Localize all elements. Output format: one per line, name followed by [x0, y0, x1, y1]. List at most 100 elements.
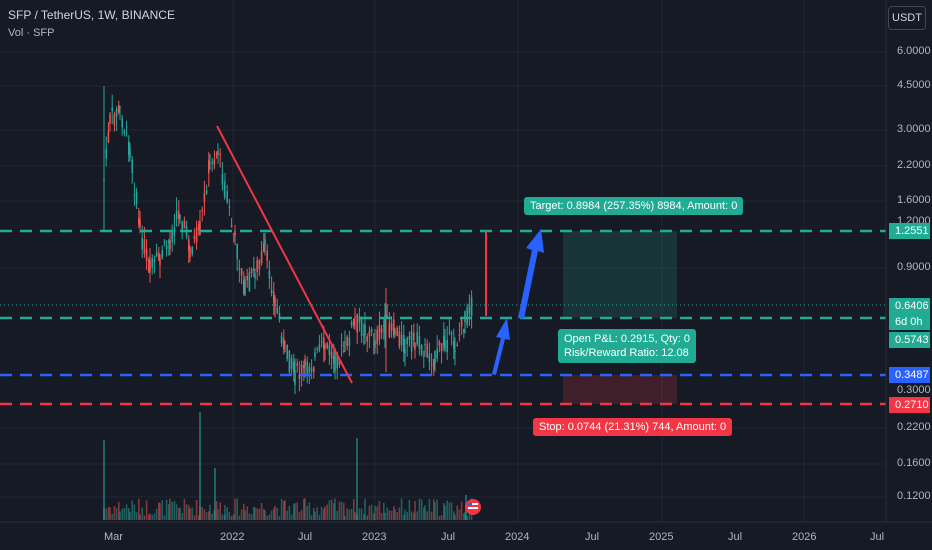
candle-body	[458, 334, 461, 336]
volume-bar	[121, 508, 123, 520]
volume-bar	[423, 507, 425, 520]
candle-body	[155, 252, 158, 257]
volume-bar	[244, 510, 246, 520]
volume-bar	[328, 500, 331, 520]
volume-bar	[458, 509, 461, 520]
volume-bar	[294, 503, 296, 520]
volume-bar	[370, 504, 373, 520]
volume-bar	[238, 515, 241, 520]
volume-bar	[330, 499, 333, 520]
volume-bar	[360, 508, 363, 520]
candle-body	[394, 330, 396, 334]
y-tick: 3.0000	[897, 123, 931, 135]
volume-bar	[158, 502, 160, 520]
stop-label[interactable]: Stop: 0.0744 (21.31%) 744, Amount: 0	[533, 418, 733, 436]
candle-body	[244, 279, 246, 295]
volume-bar	[115, 507, 118, 520]
volume-bar	[380, 512, 383, 520]
candle-body	[246, 275, 248, 281]
volume-bar	[378, 501, 381, 520]
arrow-icon[interactable]	[492, 229, 544, 375]
volume-bar	[111, 513, 113, 520]
candle-body	[318, 344, 321, 350]
symbol-title[interactable]: SFP / TetherUS, 1W, BINANCE	[8, 8, 175, 22]
candle-body	[143, 239, 146, 255]
volume-bar	[403, 514, 405, 520]
x-tick: Jul	[585, 531, 600, 543]
volume-bar	[466, 515, 468, 520]
candle-body	[316, 348, 318, 350]
y-tick: 2.2000	[897, 159, 931, 171]
candle-body	[128, 141, 130, 156]
volume-bar	[454, 514, 456, 520]
candle-body	[450, 332, 453, 335]
y-tick: 0.3000	[897, 384, 931, 396]
volume-bar	[376, 506, 378, 520]
candle-body	[273, 291, 275, 303]
target-zone[interactable]	[563, 231, 677, 318]
volume-bar	[400, 498, 403, 520]
volume-indicator-label[interactable]: Vol · SFP	[8, 27, 55, 39]
currency-button[interactable]: USDT	[888, 6, 926, 30]
volume-bar	[224, 504, 226, 520]
volume-bar	[334, 498, 336, 520]
volume-bar	[430, 511, 433, 520]
volume-bar	[300, 509, 303, 520]
candle-body	[300, 364, 303, 376]
volume-bar	[436, 499, 438, 520]
volume-bar	[410, 511, 413, 520]
volume-bar	[163, 515, 166, 520]
candle-body	[456, 344, 458, 346]
candle-body	[195, 227, 198, 243]
volume-bar	[338, 501, 341, 520]
candle-body	[433, 359, 435, 370]
volume-bar	[165, 499, 168, 520]
candle-body	[378, 324, 381, 340]
volume-bar	[438, 515, 441, 520]
candle-body	[418, 335, 421, 349]
candle-body	[340, 345, 343, 347]
candle-body	[370, 329, 373, 333]
x-tick: 2026	[792, 531, 817, 543]
candle-body	[123, 130, 126, 134]
volume-bar	[139, 514, 141, 520]
candle-body	[313, 367, 315, 373]
volume-bar	[314, 511, 316, 520]
volume-bar	[320, 506, 323, 520]
pnl-label-box[interactable]: Open P&L: 0.2915, Qty: 0 Risk/Reward Rat…	[558, 329, 696, 363]
volume-bar	[303, 498, 305, 520]
volume-bar	[340, 501, 343, 520]
y-tick: 1.6000	[897, 194, 931, 206]
candle-body	[181, 222, 183, 230]
volume-bar	[324, 506, 326, 520]
trendline[interactable]	[216, 125, 353, 384]
candle-body	[263, 243, 265, 252]
candle-body	[256, 260, 258, 272]
volume-bar	[298, 511, 301, 520]
mid-price-badge: 0.3487	[889, 367, 930, 383]
stop-zone[interactable]	[563, 375, 677, 404]
volume-bar	[313, 508, 315, 520]
candle-body	[356, 314, 358, 333]
target-label[interactable]: Target: 0.8984 (257.35%) 8984, Amount: 0	[524, 197, 744, 215]
target-price-badge: 1.2551	[889, 223, 930, 239]
candle-body	[306, 361, 308, 374]
volume-bar	[128, 508, 130, 520]
volume-bar	[230, 515, 233, 520]
candle-body	[168, 240, 170, 244]
candle-body	[175, 210, 178, 219]
volume-bar	[119, 511, 121, 520]
volume-bar	[191, 507, 193, 520]
candle-body	[145, 248, 148, 261]
candle-body	[468, 305, 471, 315]
candle-body	[153, 259, 156, 263]
candle-body	[396, 327, 398, 336]
candle-body	[209, 156, 211, 158]
volume-bar	[373, 513, 375, 520]
candle-body	[119, 106, 121, 108]
volume-bar	[326, 504, 328, 520]
candle-body	[374, 340, 376, 348]
volume-bar	[456, 505, 458, 520]
